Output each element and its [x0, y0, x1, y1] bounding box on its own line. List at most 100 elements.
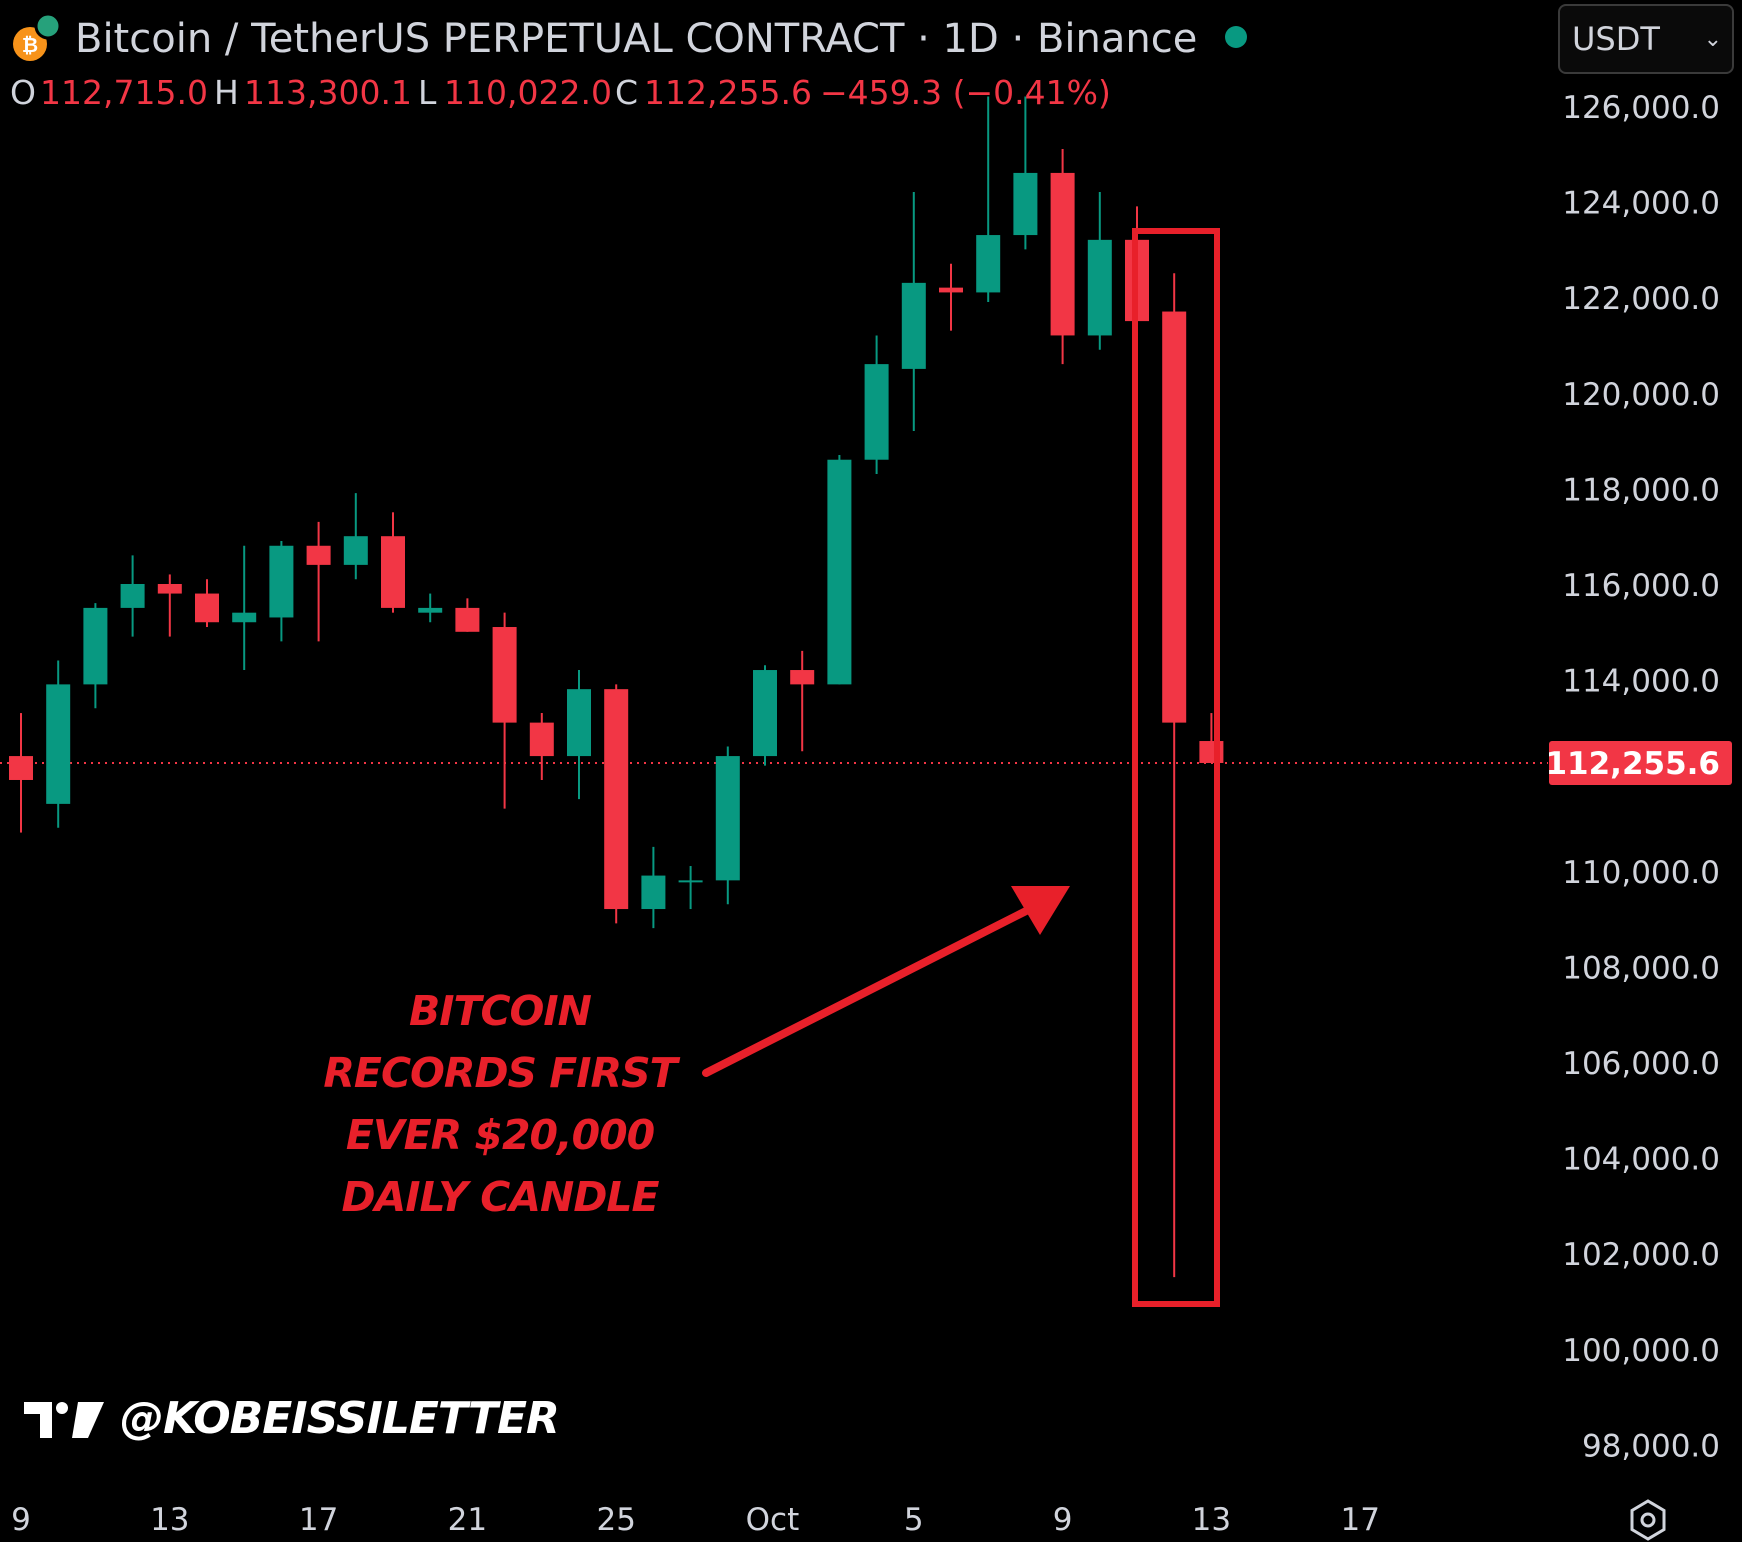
candle[interactable] [269, 540, 294, 642]
candle[interactable] [306, 521, 331, 642]
market-status-icon [1225, 26, 1247, 48]
annotation-line: RECORDS FIRST [323, 1049, 677, 1097]
x-tick-label: 5 [904, 1502, 924, 1538]
y-tick-label: 120,000.0 [1562, 377, 1720, 413]
chart-settings-icon[interactable] [1626, 1498, 1670, 1542]
last-price-badge [1549, 740, 1732, 785]
candle-body [455, 607, 480, 632]
candle-body [939, 287, 963, 293]
candle[interactable] [641, 846, 666, 929]
candle[interactable] [232, 545, 257, 671]
candle[interactable] [753, 665, 777, 766]
annotation-text: BITCOIN RECORDS FIRST EVER $20,000 DAILY… [290, 980, 710, 1228]
tether-icon [34, 12, 62, 40]
highlight-box [1132, 228, 1220, 1307]
candle[interactable] [901, 192, 926, 432]
ohlc-low-value: 110,022.0 [444, 73, 612, 112]
candle[interactable] [418, 593, 443, 623]
candle-body [46, 684, 71, 804]
candle-body [418, 607, 443, 613]
candle[interactable] [567, 670, 591, 800]
ohlc-close-label: C [615, 73, 638, 112]
currency-label: USDT [1572, 20, 1660, 58]
candle-body [827, 459, 852, 685]
y-tick-label: 108,000.0 [1562, 950, 1720, 986]
candle[interactable] [678, 866, 703, 910]
candle-body [120, 584, 145, 608]
candle-body [1162, 311, 1187, 723]
annotation-line: EVER $20,000 [345, 1111, 655, 1159]
candle-body [343, 536, 368, 565]
y-tick-label: 126,000.0 [1562, 90, 1720, 126]
candle-body [9, 756, 33, 780]
candle[interactable] [939, 263, 963, 331]
candle[interactable] [157, 574, 182, 637]
candle[interactable] [715, 746, 740, 905]
tradingview-logo-icon [24, 1401, 104, 1438]
bitcoin-icon-glyph: ₿ [22, 33, 38, 57]
y-tick-label: 100,000.0 [1562, 1333, 1720, 1369]
candle[interactable] [381, 512, 405, 613]
y-tick-label: 106,000.0 [1562, 1046, 1720, 1082]
candle-body [306, 545, 331, 565]
candle[interactable] [976, 96, 1001, 302]
candle[interactable] [9, 713, 33, 833]
candle[interactable] [455, 598, 480, 632]
candle-body [1050, 172, 1075, 336]
candle-body [269, 545, 294, 618]
candle-body [641, 875, 666, 910]
candle-body [492, 627, 517, 723]
candle-body [381, 536, 405, 608]
chevron-down-icon: ⌄ [1703, 26, 1722, 52]
ohlc-close-value: 112,255.6 [644, 73, 812, 112]
annotation-line: DAILY CANDLE [341, 1173, 659, 1221]
candle[interactable] [83, 603, 108, 709]
watermark-text: @KOBEISSILETTER [120, 1393, 560, 1444]
ohlc-low-label: L [418, 73, 437, 112]
y-tick-label: 102,000.0 [1562, 1237, 1720, 1273]
candle[interactable] [195, 579, 219, 628]
candle-body [1087, 239, 1112, 336]
y-tick-label: 118,000.0 [1562, 472, 1720, 508]
candle-body [195, 593, 219, 623]
candle[interactable] [492, 612, 517, 809]
ohlc-high-label: H [214, 73, 239, 112]
candle[interactable] [1013, 96, 1038, 250]
y-tick-label: 124,000.0 [1562, 186, 1720, 222]
candle-body [83, 607, 108, 685]
candle-body [790, 670, 815, 685]
x-tick-label: 13 [150, 1502, 189, 1538]
candle-body [529, 722, 554, 757]
tether-icon-circle [34, 12, 62, 40]
y-tick-label: 104,000.0 [1562, 1142, 1720, 1178]
candle[interactable] [790, 650, 815, 752]
candle[interactable] [1162, 273, 1187, 1278]
candle[interactable] [46, 660, 71, 828]
candle[interactable] [1087, 192, 1112, 350]
x-tick-label: 9 [1053, 1502, 1073, 1538]
annotation-arrow-head [1011, 886, 1070, 935]
candle-body [157, 584, 182, 594]
watermark: @KOBEISSILETTER [22, 1393, 560, 1444]
candle[interactable] [529, 713, 554, 780]
candle-body [567, 689, 591, 757]
x-tick-label: 9 [11, 1502, 31, 1538]
candle-body [753, 670, 777, 757]
candle[interactable] [120, 555, 145, 637]
ohlc-change: −459.3 (−0.41%) [820, 73, 1111, 112]
x-tick-label: 13 [1192, 1502, 1231, 1538]
x-tick-label: Oct [746, 1502, 800, 1538]
candle[interactable] [343, 493, 368, 580]
ohlc-open-value: 112,715.0 [40, 73, 208, 112]
candle-body [678, 880, 703, 883]
candle-body [604, 689, 629, 910]
candle[interactable] [604, 684, 629, 924]
candle[interactable] [864, 335, 889, 475]
x-tick-label: 21 [448, 1502, 487, 1538]
candle[interactable] [1050, 149, 1075, 365]
currency-select[interactable]: USDT ⌄ [1558, 4, 1734, 74]
y-tick-label: 110,000.0 [1562, 855, 1720, 891]
chart-title: Bitcoin / TetherUS PERPETUAL CONTRACT · … [75, 16, 1197, 62]
candle[interactable] [827, 454, 852, 685]
